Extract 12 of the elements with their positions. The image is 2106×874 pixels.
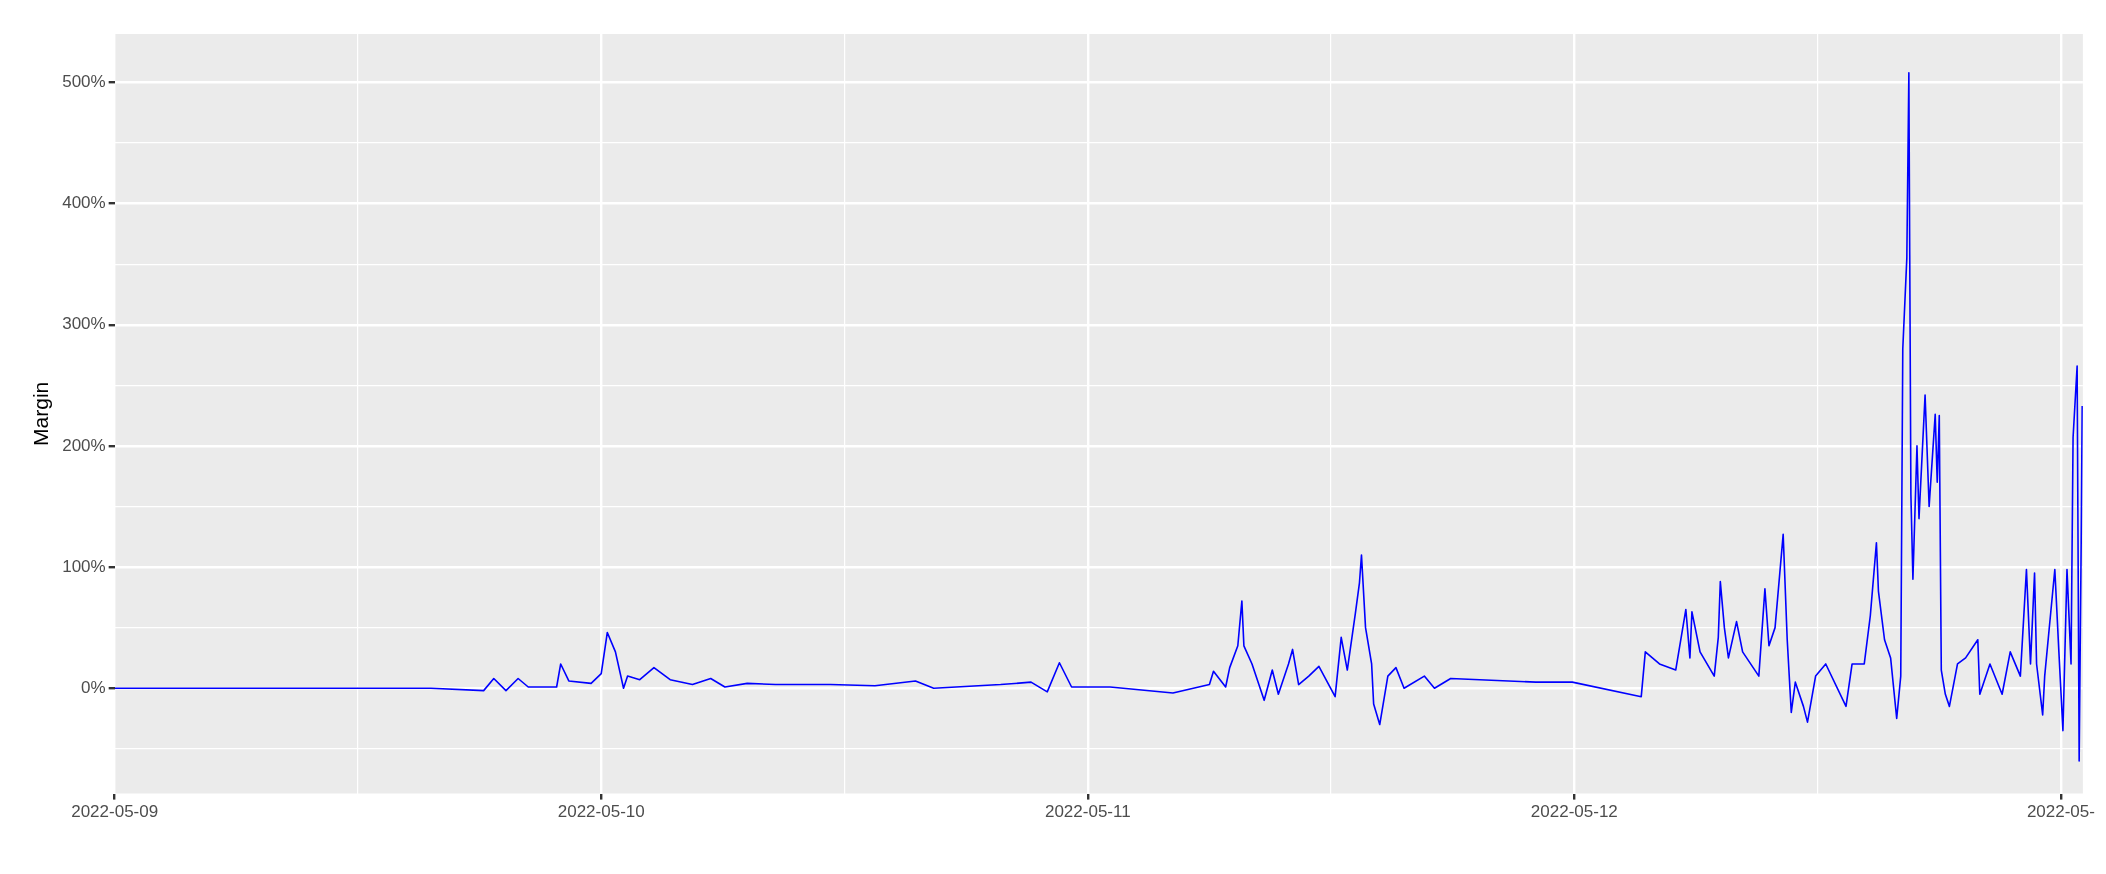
x-tick-label: 2022-05- <box>2026 802 2095 822</box>
y-tick-label: 300% <box>62 314 106 334</box>
x-tick-label: 2022-05-10 <box>557 802 645 822</box>
x-tick-label: 2022-05-11 <box>1044 802 1131 822</box>
y-tick-label: 100% <box>62 556 106 576</box>
y-tick-label: 200% <box>62 435 106 455</box>
y-tick-label: 400% <box>62 193 106 213</box>
x-tick-label: 2022-05-12 <box>1530 802 1618 822</box>
x-tick-label: 2022-05-09 <box>71 802 159 822</box>
y-axis-title: Margin <box>29 381 53 446</box>
y-tick-label: 0% <box>81 677 106 697</box>
y-tick-label: 500% <box>62 72 106 92</box>
